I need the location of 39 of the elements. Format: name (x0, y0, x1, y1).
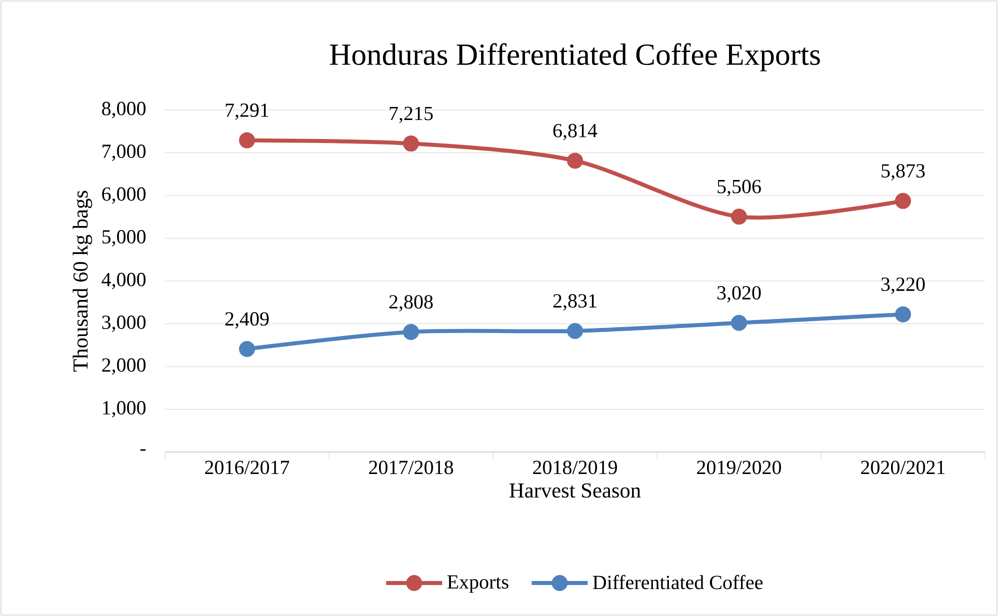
legend-label: Differentiated Coffee (592, 574, 763, 590)
y-tick-label: - (140, 449, 146, 451)
point (239, 341, 256, 358)
y-tick-label: 6,000 (102, 187, 146, 204)
point (567, 322, 584, 339)
data-label: 7,215 (390, 106, 433, 124)
y-tick-label: 7,000 (102, 144, 146, 161)
x-tick-label: 2016/2017 (205, 460, 290, 474)
data-label: 3,220 (881, 278, 925, 294)
point (403, 324, 420, 340)
data-label: 2,409 (225, 312, 269, 329)
data-label: 5,506 (718, 180, 761, 196)
x-tick-label: 2017/2018 (369, 460, 454, 474)
y-tick-label: 4,000 (102, 272, 146, 290)
point (895, 192, 912, 209)
point (731, 208, 748, 225)
data-label: 6,814 (553, 124, 598, 140)
point (731, 314, 748, 331)
x-axis-title: Harvest Season (510, 483, 641, 498)
point (403, 136, 420, 152)
y-tick-label: 3,000 (102, 316, 146, 332)
x-tick-label: 2019/2020 (697, 460, 782, 474)
data-label: 3,020 (717, 286, 761, 302)
data-label: 2,808 (389, 295, 433, 312)
data-label: 2,831 (553, 294, 596, 311)
y-axis-title: Thousand 60 kg bags (72, 190, 92, 372)
x-tick-label: 2020/2021 (861, 460, 945, 474)
legend-label: Exports (447, 575, 508, 593)
point (895, 306, 912, 322)
data-label: 5,873 (882, 164, 925, 180)
point (239, 132, 256, 148)
y-tick-label: 8,000 (102, 102, 146, 118)
y-tick-label: 5,000 (102, 230, 146, 246)
x-tick-label: 2018/2019 (533, 460, 617, 474)
y-tick-label: 2,000 (102, 358, 146, 375)
y-tick-label: 1,000 (103, 401, 146, 418)
point (567, 152, 584, 169)
chart-title: Honduras Differentiated Coffee Exports (330, 43, 820, 72)
data-label: 7,291 (226, 104, 268, 120)
